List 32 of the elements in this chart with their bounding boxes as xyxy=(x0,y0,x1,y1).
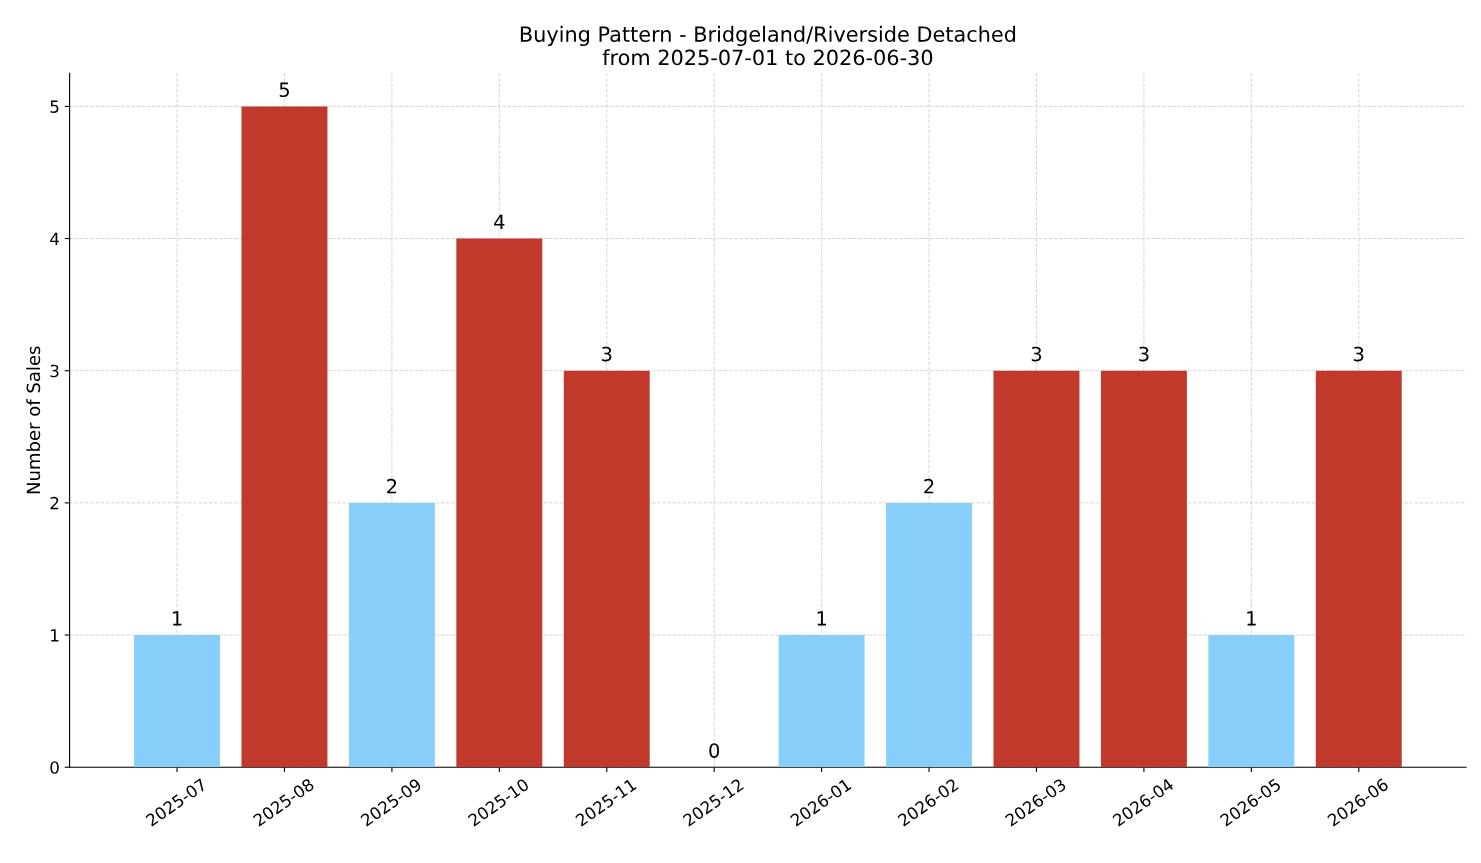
data-label: 1 xyxy=(1247,611,1256,626)
chart-title: Buying Pattern - Bridgeland/Riverside Detached xyxy=(520,25,1016,47)
data-label: 2 xyxy=(387,478,397,494)
data-label: 3 xyxy=(1031,346,1042,362)
bar xyxy=(1208,635,1295,768)
y-tick-label: 0 xyxy=(50,761,59,774)
bar xyxy=(348,502,435,768)
bar xyxy=(993,370,1080,768)
bar xyxy=(456,238,543,768)
bar xyxy=(241,106,328,768)
y-axis-title: Number of Sales xyxy=(26,346,41,494)
bar xyxy=(1315,370,1402,768)
y-tick-label: 1 xyxy=(51,629,59,642)
y-tick-label: 2 xyxy=(50,496,59,510)
data-label: 4 xyxy=(494,214,505,229)
bar xyxy=(134,635,221,768)
data-label: 1 xyxy=(172,611,182,626)
data-label: 0 xyxy=(709,743,720,758)
data-label: 2 xyxy=(924,478,934,494)
data-label: 3 xyxy=(1354,346,1364,362)
data-label: 5 xyxy=(279,82,289,98)
bar xyxy=(1100,370,1187,768)
y-tick-label: 5 xyxy=(50,100,59,113)
y-tick-label: 3 xyxy=(50,364,59,378)
data-label: 1 xyxy=(817,611,826,626)
bar xyxy=(886,502,973,768)
data-label: 3 xyxy=(1139,346,1149,362)
chart-subtitle: from 2025-07-01 to 2026-06-30 xyxy=(602,49,933,66)
bar xyxy=(778,635,865,768)
data-label: 3 xyxy=(602,346,612,362)
bar xyxy=(563,370,650,768)
y-tick-label: 4 xyxy=(50,232,59,245)
